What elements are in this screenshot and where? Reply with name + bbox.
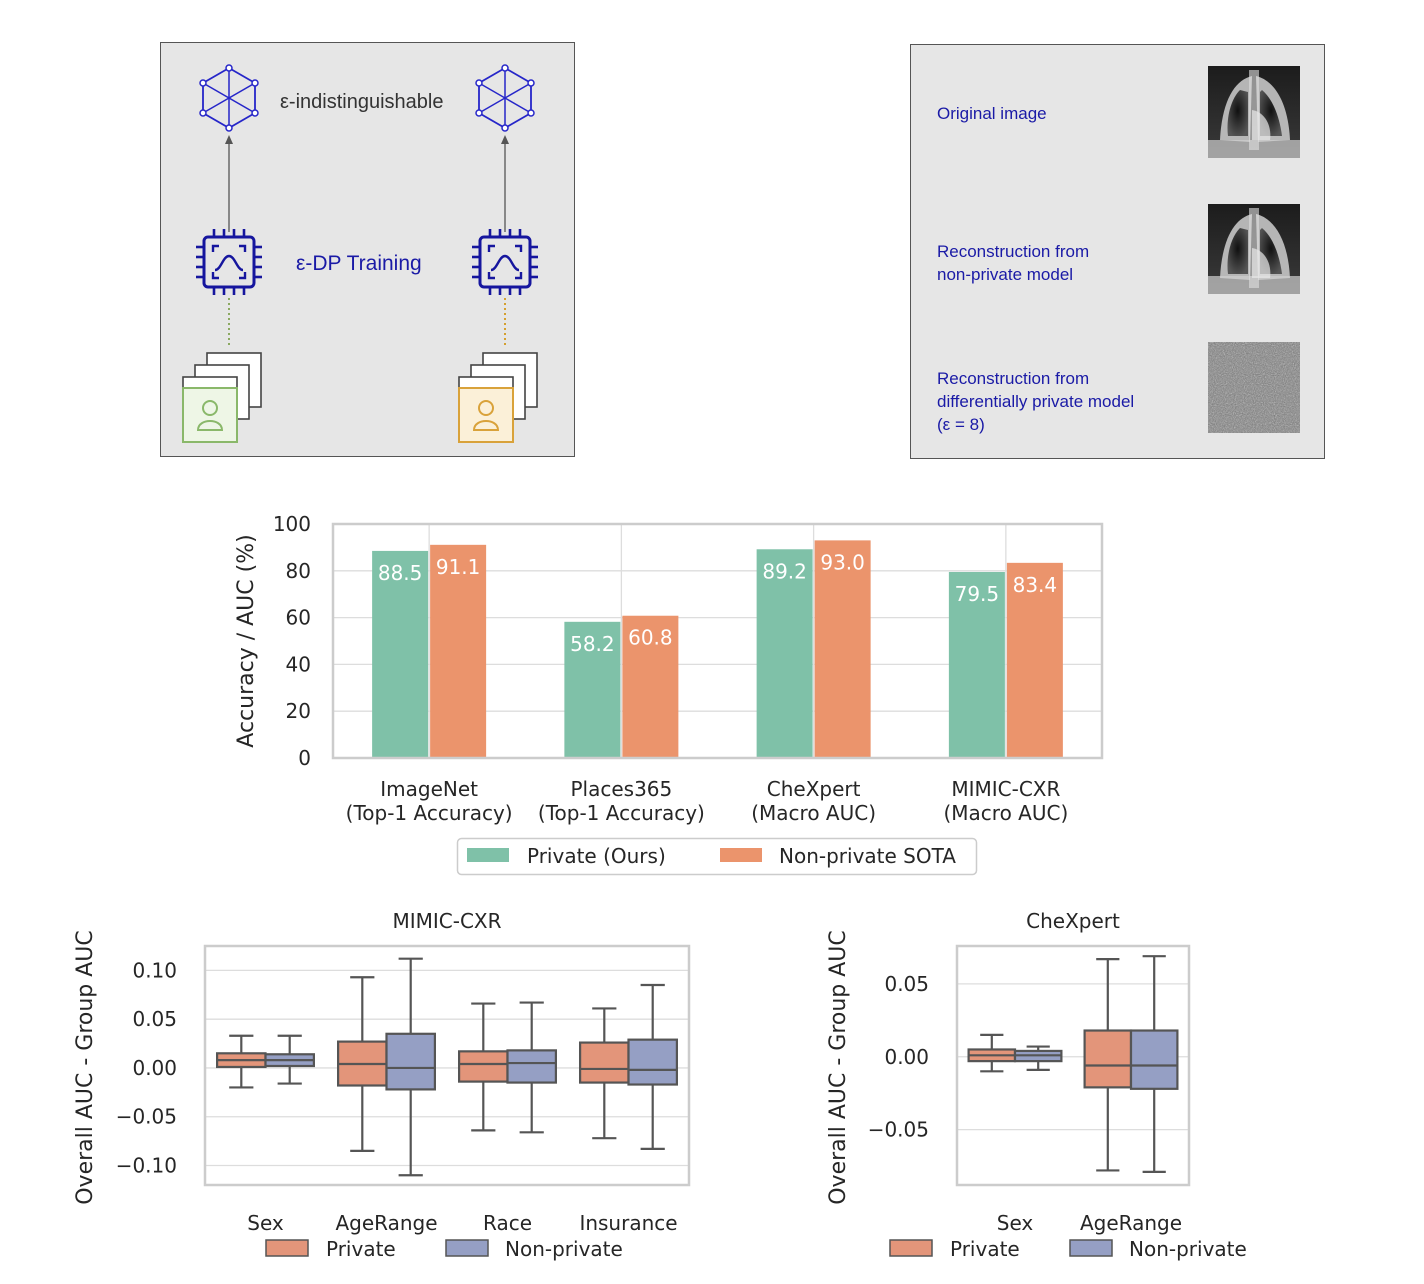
box-insurance-private xyxy=(578,1041,630,1084)
legend-label-private: Private xyxy=(326,1237,396,1261)
bar-x-tick-sublabel: (Macro AUC) xyxy=(943,801,1068,825)
box-race-private xyxy=(458,1050,509,1083)
bar-y-tick-label: 60 xyxy=(286,606,311,630)
box-x-tick-label: Sex xyxy=(247,1211,284,1235)
bar-non-private-sota-2 xyxy=(814,540,871,758)
legend-swatch-nonprivate xyxy=(1069,1239,1113,1257)
bar-value-label: 89.2 xyxy=(762,559,807,583)
legend-label-nonprivate-sota: Non-private SOTA xyxy=(779,844,956,868)
bar-legend-frame xyxy=(456,837,978,876)
legend-label-private: Private xyxy=(950,1237,1020,1261)
box-y-tick-label: 0.05 xyxy=(884,972,929,996)
box-agerange-non-private xyxy=(1129,1029,1179,1090)
bar-value-label: 91.1 xyxy=(436,555,481,579)
legend-swatch-nonprivate xyxy=(445,1239,489,1257)
box-title: CheXpert xyxy=(1026,909,1120,933)
box-x-tick-label: Race xyxy=(483,1211,532,1235)
bar-non-private-sota-1 xyxy=(622,615,679,758)
arrowhead-right xyxy=(501,135,509,144)
box-x-tick-label: AgeRange xyxy=(335,1211,437,1235)
panel-b: Original image Reconstruction from non-p… xyxy=(910,44,1325,459)
bar-x-tick-sublabel: (Top-1 Accuracy) xyxy=(346,801,513,825)
panel-a: ε-indistinguishable ε-DP Training xyxy=(160,42,575,457)
box-y-axis-label: Overall AUC - Group AUC xyxy=(826,930,851,1205)
bar-private-ours-2 xyxy=(756,549,813,758)
bar-x-tick-label: MIMIC-CXR xyxy=(951,777,1060,801)
bar-private-ours-3 xyxy=(948,571,1005,758)
box-x-tick-label: AgeRange xyxy=(1080,1211,1182,1235)
bar-x-tick-sublabel: (Top-1 Accuracy) xyxy=(538,801,705,825)
box-y-axis-label: Overall AUC - Group AUC xyxy=(73,930,98,1205)
bar-plot-frame xyxy=(331,522,1104,760)
chexpert-box-plot: 0.05 0.00 −0.05 Sex AgeRange CheXpert Overall … xyxy=(826,909,1247,1261)
person-icon-right xyxy=(458,387,514,443)
bar-private-ours-1 xyxy=(564,621,621,758)
legend-swatch-private xyxy=(889,1239,933,1257)
bar-value-label: 83.4 xyxy=(1013,573,1058,597)
bar-x-tick-label: CheXpert xyxy=(767,777,861,801)
bar-y-tick-label: 0 xyxy=(298,746,311,770)
private-recon-label-1: Reconstruction from xyxy=(937,369,1089,388)
legend-swatch-private xyxy=(265,1239,309,1257)
box-y-tick-label: −0.05 xyxy=(868,1118,929,1142)
person-icon-left xyxy=(182,387,238,443)
bar-value-label: 58.2 xyxy=(570,632,615,656)
bar-y-tick-label: 40 xyxy=(286,652,311,676)
bar-y-tick-label: 20 xyxy=(286,699,311,723)
nonprivate-recon-label-1: Reconstruction from xyxy=(937,242,1089,261)
arrowhead-left xyxy=(225,135,233,144)
original-xray-image xyxy=(1208,66,1300,158)
bar-non-private-sota-0 xyxy=(430,544,487,758)
box-agerange-non-private xyxy=(385,1032,437,1091)
bar-x-tick-label: Places365 xyxy=(570,777,672,801)
legend-swatch-private-ours xyxy=(467,848,509,862)
nonprivate-reconstruction-image xyxy=(1208,204,1300,294)
box-race-non-private xyxy=(506,1049,558,1084)
box-plot-frame xyxy=(203,944,691,1187)
bar-value-label: 60.8 xyxy=(628,626,673,650)
bar-non-private-sota-3 xyxy=(1006,562,1063,758)
bar-private-ours-0 xyxy=(372,550,429,758)
box-y-tick-label: 0.00 xyxy=(132,1056,177,1080)
legend-swatch-nonprivate-sota xyxy=(720,848,762,862)
box-y-tick-label: 0.10 xyxy=(132,958,177,982)
private-recon-label-3: (ε = 8) xyxy=(937,415,985,434)
box-y-tick-label: 0.05 xyxy=(132,1007,177,1031)
legend-label-nonprivate: Non-private xyxy=(505,1237,623,1261)
bar-x-tick-label: ImageNet xyxy=(380,777,478,801)
accuracy-bar-chart: 0 20 40 60 80 100 88.5 58.2 89.2 79.5 91.1 60.8 93.0… xyxy=(234,512,1104,876)
eps-indistinguishable-label: ε-indistinguishable xyxy=(280,91,443,113)
dp-training-label: ε-DP Training xyxy=(296,252,422,275)
bar-y-tick-label: 80 xyxy=(286,559,311,583)
box-y-tick-label: 0.00 xyxy=(884,1045,929,1069)
private-recon-label-2: differentially private model xyxy=(937,392,1134,411)
bar-value-label: 93.0 xyxy=(820,550,865,574)
mimic-cxr-box-plot: 0.10 0.05 0.00 −0.05 −0.10 Sex AgeRange Race Ins… xyxy=(73,909,691,1261)
box-y-tick-label: −0.10 xyxy=(116,1153,177,1177)
private-reconstruction-noise-image xyxy=(1208,342,1300,433)
bar-value-label: 79.5 xyxy=(955,582,1000,606)
box-title: MIMIC-CXR xyxy=(392,909,501,933)
bar-y-axis-label: Accuracy / AUC (%) xyxy=(234,534,259,747)
nonprivate-recon-label-2: non-private model xyxy=(937,265,1073,284)
bar-x-tick-sublabel: (Macro AUC) xyxy=(751,801,876,825)
bar-y-tick-label: 100 xyxy=(273,512,311,536)
box-x-tick-label: Sex xyxy=(997,1211,1034,1235)
box-insurance-non-private xyxy=(627,1038,679,1086)
legend-label-nonprivate: Non-private xyxy=(1129,1237,1247,1261)
box-x-tick-label: Insurance xyxy=(579,1211,677,1235)
box-y-tick-label: −0.05 xyxy=(116,1105,177,1129)
legend-label-private-ours: Private (Ours) xyxy=(527,844,666,868)
bar-value-label: 88.5 xyxy=(378,561,423,585)
box-agerange-private xyxy=(1083,1029,1133,1089)
original-image-label: Original image xyxy=(937,104,1047,123)
box-plot-frame xyxy=(955,944,1191,1187)
